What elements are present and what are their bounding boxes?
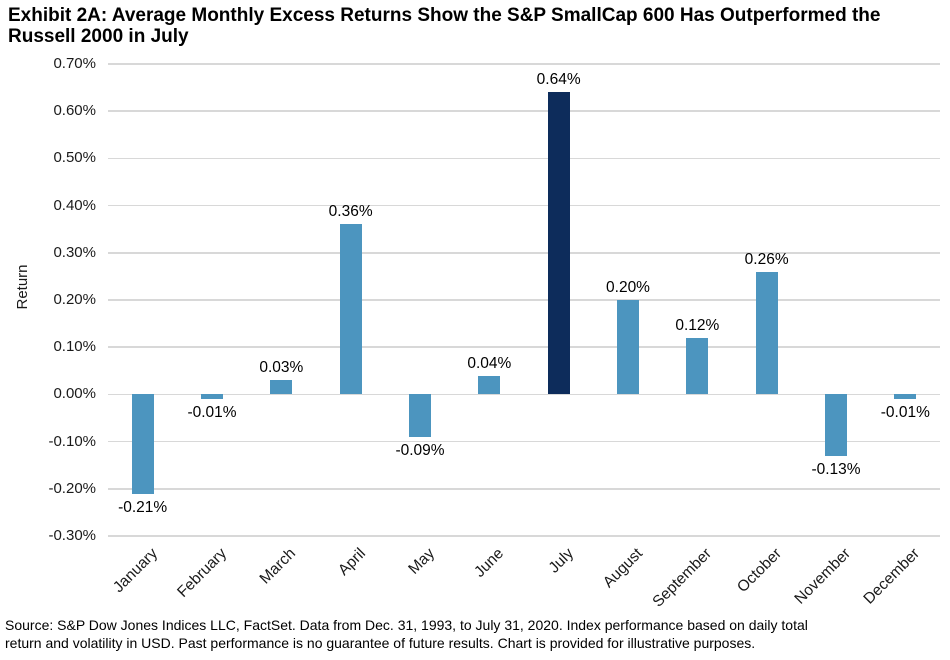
gridline [108, 110, 940, 113]
bar-july [547, 92, 570, 395]
bar-april [339, 224, 362, 395]
bar-value-label-march: 0.03% [259, 359, 304, 377]
gridline [108, 204, 940, 207]
bar-december [894, 394, 917, 400]
bar-february [201, 394, 223, 400]
y-axis-tick-label: 0.10% [53, 338, 96, 356]
bar-value-label-september: 0.12% [675, 316, 720, 334]
bar-value-label-february: -0.01% [187, 404, 237, 422]
chart-title-line2: Russell 2000 in July [8, 26, 189, 47]
y-axis-tick-label: 0.70% [53, 55, 96, 72]
gridline [108, 346, 940, 349]
bar-september [686, 337, 709, 395]
chart-title-line1: Exhibit 2A: Average Monthly Excess Retur… [8, 5, 881, 26]
gridline [108, 393, 940, 396]
y-axis-tick-label: -0.30% [48, 527, 96, 544]
y-axis-tick-label: 0.00% [53, 385, 96, 403]
y-axis-tick-label: 0.30% [53, 243, 96, 261]
chart-title: Exhibit 2A: Average Monthly Excess Retur… [8, 5, 948, 47]
source-note: Source: S&P Dow Jones Indices LLC, FactS… [5, 617, 947, 652]
bar-october [755, 271, 778, 395]
bar-value-label-june: 0.04% [467, 354, 512, 372]
y-axis-title: Return [14, 264, 31, 310]
bar-value-label-august: 0.20% [606, 279, 650, 296]
bar-value-label-may: -0.09% [395, 441, 445, 459]
bar-value-label-october: 0.26% [744, 250, 789, 268]
bar-june [478, 375, 501, 395]
bar-november [825, 394, 847, 456]
gridline [108, 157, 940, 160]
y-axis-tick-label: -0.20% [48, 479, 96, 497]
gridline [108, 440, 940, 443]
gridline [108, 251, 940, 254]
y-axis-tick-label: 0.60% [53, 102, 96, 120]
bar-value-label-december: -0.01% [880, 404, 930, 422]
source-note-line1: Source: S&P Dow Jones Indices LLC, FactS… [5, 617, 808, 633]
bar-value-label-november: -0.13% [811, 460, 861, 478]
bar-value-label-july: 0.64% [536, 71, 581, 89]
y-axis-tick-label: 0.20% [53, 291, 96, 308]
bar-march [270, 380, 293, 395]
gridline [108, 535, 940, 537]
y-axis-tick-label: 0.40% [53, 196, 96, 214]
gridline [108, 487, 940, 490]
bar-august [617, 300, 639, 395]
y-axis-tick-label: 0.50% [53, 149, 96, 167]
bar-may [409, 394, 431, 437]
bar-value-label-january: -0.21% [118, 498, 168, 516]
gridline [108, 299, 940, 301]
gridline [108, 63, 940, 65]
source-note-line2: return and volatility in USD. Past perfo… [5, 634, 756, 651]
y-axis-tick-label: -0.10% [48, 432, 96, 450]
bar-value-label-april: 0.36% [328, 203, 373, 221]
bar-january [131, 394, 154, 494]
